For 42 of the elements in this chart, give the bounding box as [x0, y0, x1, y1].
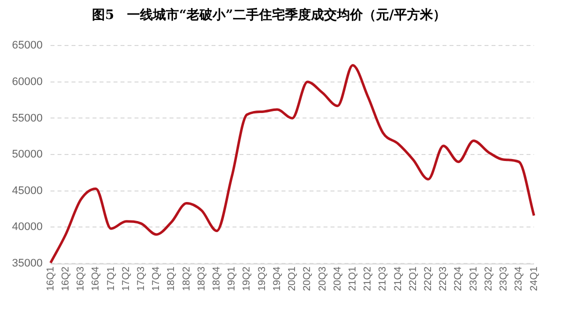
x-tick-label: 16Q1	[45, 266, 56, 292]
y-tick-label: 65000	[12, 40, 43, 52]
x-tick-label: 18Q4	[212, 266, 223, 292]
x-tick-label: 23Q2	[483, 266, 494, 292]
x-tick-label: 17Q4	[151, 266, 162, 292]
y-tick-label: 45000	[12, 184, 43, 197]
x-tick-label: 19Q4	[272, 266, 283, 292]
x-tick-label: 20Q1	[287, 266, 298, 292]
x-tick-label: 24Q1	[528, 266, 540, 292]
x-tick-label: 20Q3	[317, 266, 328, 292]
x-tick-label: 18Q1	[166, 266, 178, 292]
x-tick-label: 22Q3	[438, 266, 450, 292]
x-tick-label: 19Q2	[242, 266, 253, 292]
line-series	[49, 64, 536, 264]
x-tick-label: 17Q1	[106, 266, 117, 292]
x-tick-label: 23Q1	[468, 266, 480, 292]
x-tick-label: 23Q4	[514, 266, 525, 292]
x-tick-label: 19Q3	[256, 266, 268, 292]
chart-title: 图5 一线城市“老破小”二手住宅季度成交均价（元/平方米）	[92, 7, 446, 24]
y-tick-label: 40000	[12, 221, 43, 234]
y-tick-label: 50000	[12, 148, 43, 161]
x-tick-label: 17Q2	[120, 266, 132, 292]
x-tick-label: 22Q4	[453, 266, 464, 292]
x-tick-label: 22Q2	[423, 266, 434, 292]
y-tick-label: 60000	[12, 76, 43, 88]
x-tick-label: 17Q3	[136, 266, 147, 292]
y-tick-label: 55000	[12, 112, 43, 124]
x-tick-label: 16Q3	[76, 266, 87, 292]
x-tick-label: 21Q2	[362, 266, 374, 292]
x-tick-label: 18Q2	[181, 266, 192, 292]
x-tick-label: 20Q4	[332, 266, 344, 292]
y-tick-label: 35000	[12, 258, 43, 270]
x-tick-label: 21Q1	[347, 266, 358, 292]
x-tick-label: 21Q3	[378, 266, 389, 292]
x-tick-label: 19Q1	[226, 266, 238, 292]
x-tick-label: 23Q3	[498, 266, 510, 292]
x-tick-label: 20Q2	[302, 266, 314, 292]
x-tick-label: 22Q1	[408, 266, 419, 292]
x-tick-label: 16Q2	[60, 266, 72, 292]
x-tick-label: 16Q4	[90, 266, 102, 292]
x-tick-label: 21Q4	[392, 266, 404, 292]
x-tick-label: 18Q3	[196, 266, 208, 292]
